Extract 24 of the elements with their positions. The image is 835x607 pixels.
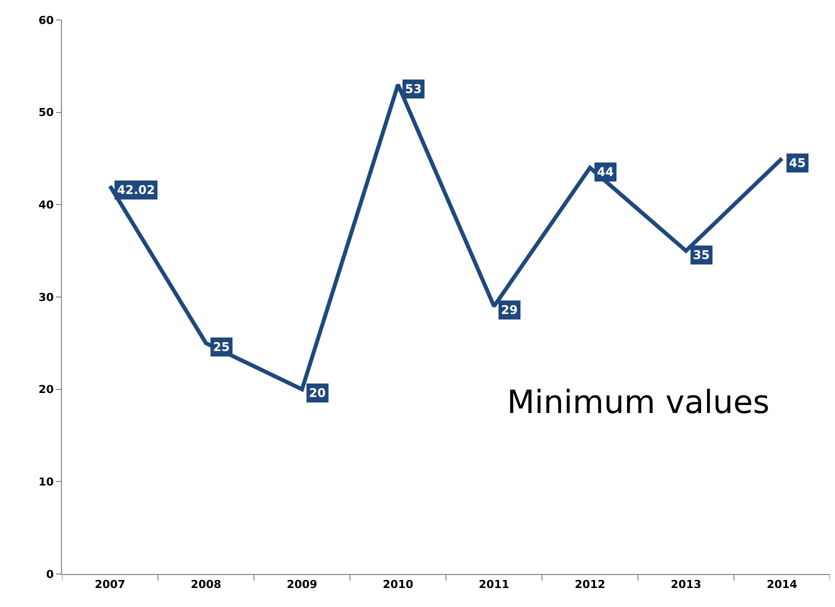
y-tick-label: 0 (46, 568, 54, 581)
x-tick-label: 2013 (670, 578, 702, 592)
data-label: 35 (693, 248, 710, 262)
y-tick-label: 60 (38, 14, 54, 27)
data-label: 45 (789, 156, 806, 170)
y-tick-label: 30 (38, 290, 54, 304)
x-tick-label: 2010 (382, 578, 414, 592)
data-label: 29 (501, 303, 518, 317)
x-tick-label: 2009 (286, 578, 318, 592)
data-label: 44 (597, 165, 614, 179)
data-label: 25 (213, 340, 230, 354)
y-tick-label: 50 (38, 106, 54, 120)
y-tick-label: 10 (38, 476, 54, 489)
y-tick-label: 40 (38, 198, 54, 212)
x-tick-label: 2007 (94, 578, 126, 592)
x-tick-label: 2011 (478, 578, 510, 592)
data-label: 20 (309, 386, 326, 400)
text: Minimum values (507, 383, 770, 421)
data-label: 53 (405, 82, 422, 96)
x-tick-label: 2014 (766, 578, 798, 592)
x-tick-label: 2008 (190, 578, 222, 592)
data-label: 42.02 (117, 183, 155, 197)
x-tick-label: 2012 (574, 578, 606, 592)
y-tick-label: 20 (38, 383, 54, 396)
